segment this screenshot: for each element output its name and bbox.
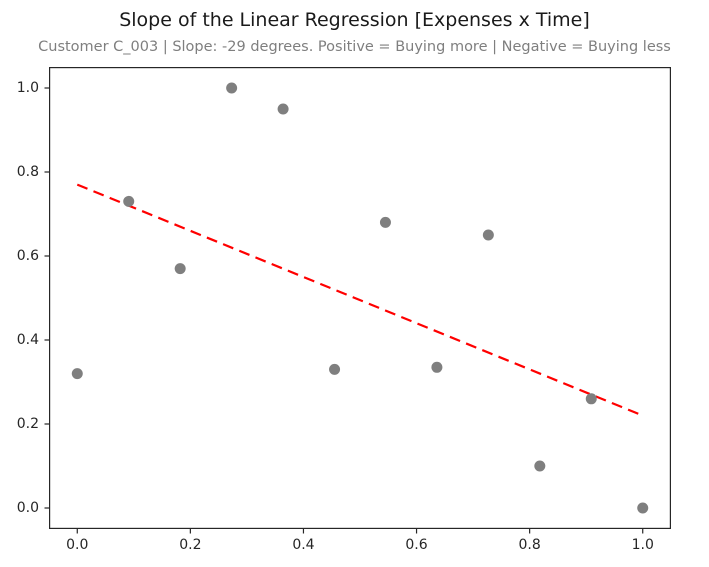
chart-subtitle: Customer C_003 | Slope: -29 degrees. Pos… bbox=[38, 39, 671, 55]
scatter-point bbox=[277, 103, 289, 115]
scatter-point bbox=[226, 82, 238, 94]
y-tick-label: 0.4 bbox=[16, 332, 39, 348]
y-tick-label: 0.8 bbox=[16, 164, 39, 180]
y-tick-label: 0.2 bbox=[16, 416, 39, 432]
y-tick-label: 0.0 bbox=[16, 500, 39, 516]
scatter-point bbox=[637, 502, 649, 514]
scatter-point bbox=[482, 229, 494, 241]
plot-area: 0.0 0.2 0.4 0.6 0.8 1.0 0.0 0.2 0.4 0.6 0.8 1.0 bbox=[17, 67, 671, 553]
scatter-point bbox=[71, 368, 83, 380]
x-tick-label: 0.2 bbox=[179, 537, 202, 553]
scatter-point bbox=[329, 363, 341, 375]
scatter-point bbox=[431, 361, 443, 373]
scatter-point bbox=[123, 195, 135, 207]
scatter-point bbox=[379, 216, 391, 228]
x-tick-label: 0.8 bbox=[518, 537, 541, 553]
x-tick-label: 0.6 bbox=[405, 537, 428, 553]
x-tick-label: 0.0 bbox=[66, 537, 89, 553]
y-tick-label: 1.0 bbox=[16, 80, 39, 96]
scatter-point bbox=[174, 263, 186, 275]
scatter-point bbox=[534, 460, 546, 472]
scatter-plot-canvas bbox=[44, 67, 671, 534]
x-tick-label: 1.0 bbox=[631, 537, 654, 553]
regression-line bbox=[76, 183, 644, 417]
chart-title: Slope of the Linear Regression [Expenses… bbox=[119, 9, 590, 31]
scatter-point bbox=[585, 393, 597, 405]
y-tick-label: 0.6 bbox=[16, 248, 39, 264]
plot-frame bbox=[49, 67, 671, 529]
x-tick-label: 0.4 bbox=[292, 537, 315, 553]
